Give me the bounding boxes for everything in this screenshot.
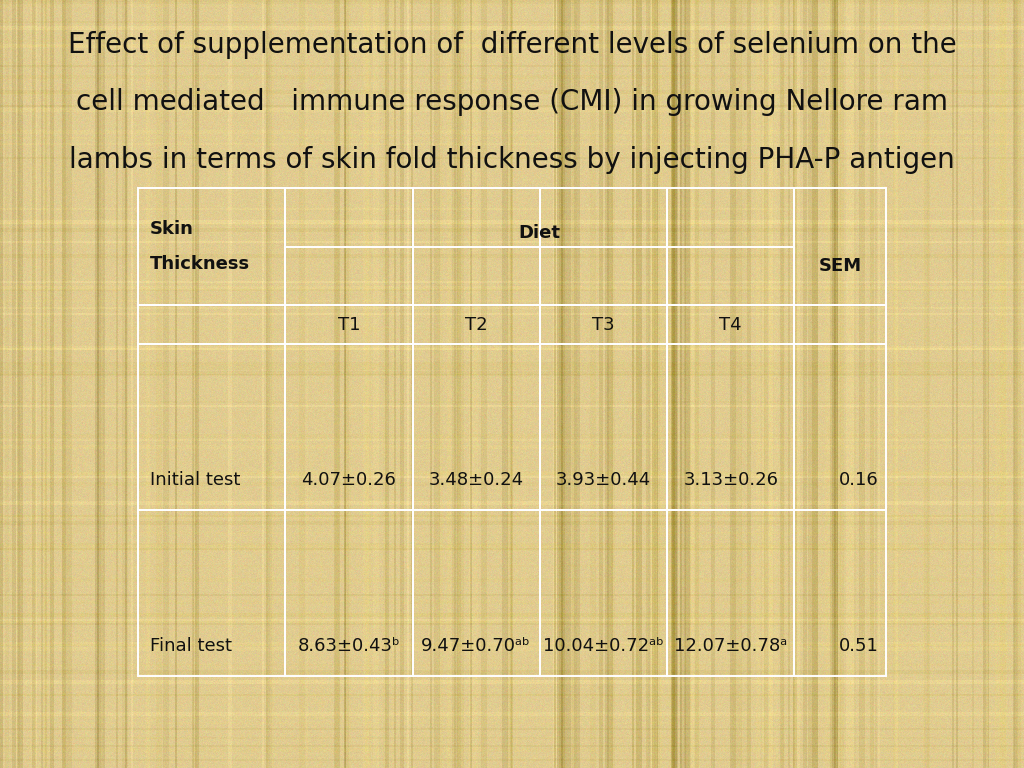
Bar (667, 344, 795, 510)
Text: SEM: SEM (818, 257, 861, 275)
Bar (795, 510, 886, 676)
Text: 3.93±0.44: 3.93±0.44 (556, 472, 651, 489)
Bar (286, 188, 413, 305)
Bar (795, 344, 886, 510)
Text: T4: T4 (720, 316, 742, 334)
Text: 8.63±0.43ᵇ: 8.63±0.43ᵇ (298, 637, 400, 655)
Bar (667, 188, 795, 305)
Text: T2: T2 (465, 316, 487, 334)
Bar (540, 510, 667, 676)
Bar (286, 510, 413, 676)
Bar (413, 344, 540, 510)
Text: 0.16: 0.16 (839, 472, 879, 489)
Bar (667, 305, 795, 344)
Bar (413, 510, 540, 676)
Text: Diet: Diet (519, 223, 561, 242)
Text: Final test: Final test (150, 637, 232, 655)
Bar (413, 305, 540, 344)
Text: cell mediated   immune response (CMI) in growing Nellore ram: cell mediated immune response (CMI) in g… (76, 88, 948, 116)
Bar (138, 188, 286, 305)
Bar (138, 305, 286, 344)
Bar (138, 344, 286, 510)
Bar (667, 510, 795, 676)
Bar (138, 510, 286, 676)
Bar (286, 247, 795, 305)
Text: 10.04±0.72ᵃᵇ: 10.04±0.72ᵃᵇ (543, 637, 664, 655)
Text: 0.51: 0.51 (839, 637, 879, 655)
Text: 12.07±0.78ᵃ: 12.07±0.78ᵃ (674, 637, 787, 655)
Text: 4.07±0.26: 4.07±0.26 (301, 472, 396, 489)
Text: Effect of supplementation of  different levels of selenium on the: Effect of supplementation of different l… (68, 31, 956, 58)
Text: Skin: Skin (150, 220, 194, 238)
Bar (795, 305, 886, 344)
Bar (795, 188, 886, 305)
Bar (540, 188, 667, 305)
Bar (413, 188, 540, 305)
Text: Initial test: Initial test (150, 472, 241, 489)
Bar (286, 305, 413, 344)
Text: lambs in terms of skin fold thickness by injecting PHA-P antigen: lambs in terms of skin fold thickness by… (70, 146, 954, 174)
Text: Thickness: Thickness (150, 255, 250, 273)
Text: 3.48±0.24: 3.48±0.24 (429, 472, 524, 489)
Bar (286, 344, 413, 510)
Text: T1: T1 (338, 316, 360, 334)
Text: 9.47±0.70ᵃᵇ: 9.47±0.70ᵃᵇ (421, 637, 531, 655)
Bar (540, 344, 667, 510)
Text: 3.13±0.26: 3.13±0.26 (683, 472, 778, 489)
Text: T3: T3 (592, 316, 614, 334)
Bar (540, 305, 667, 344)
